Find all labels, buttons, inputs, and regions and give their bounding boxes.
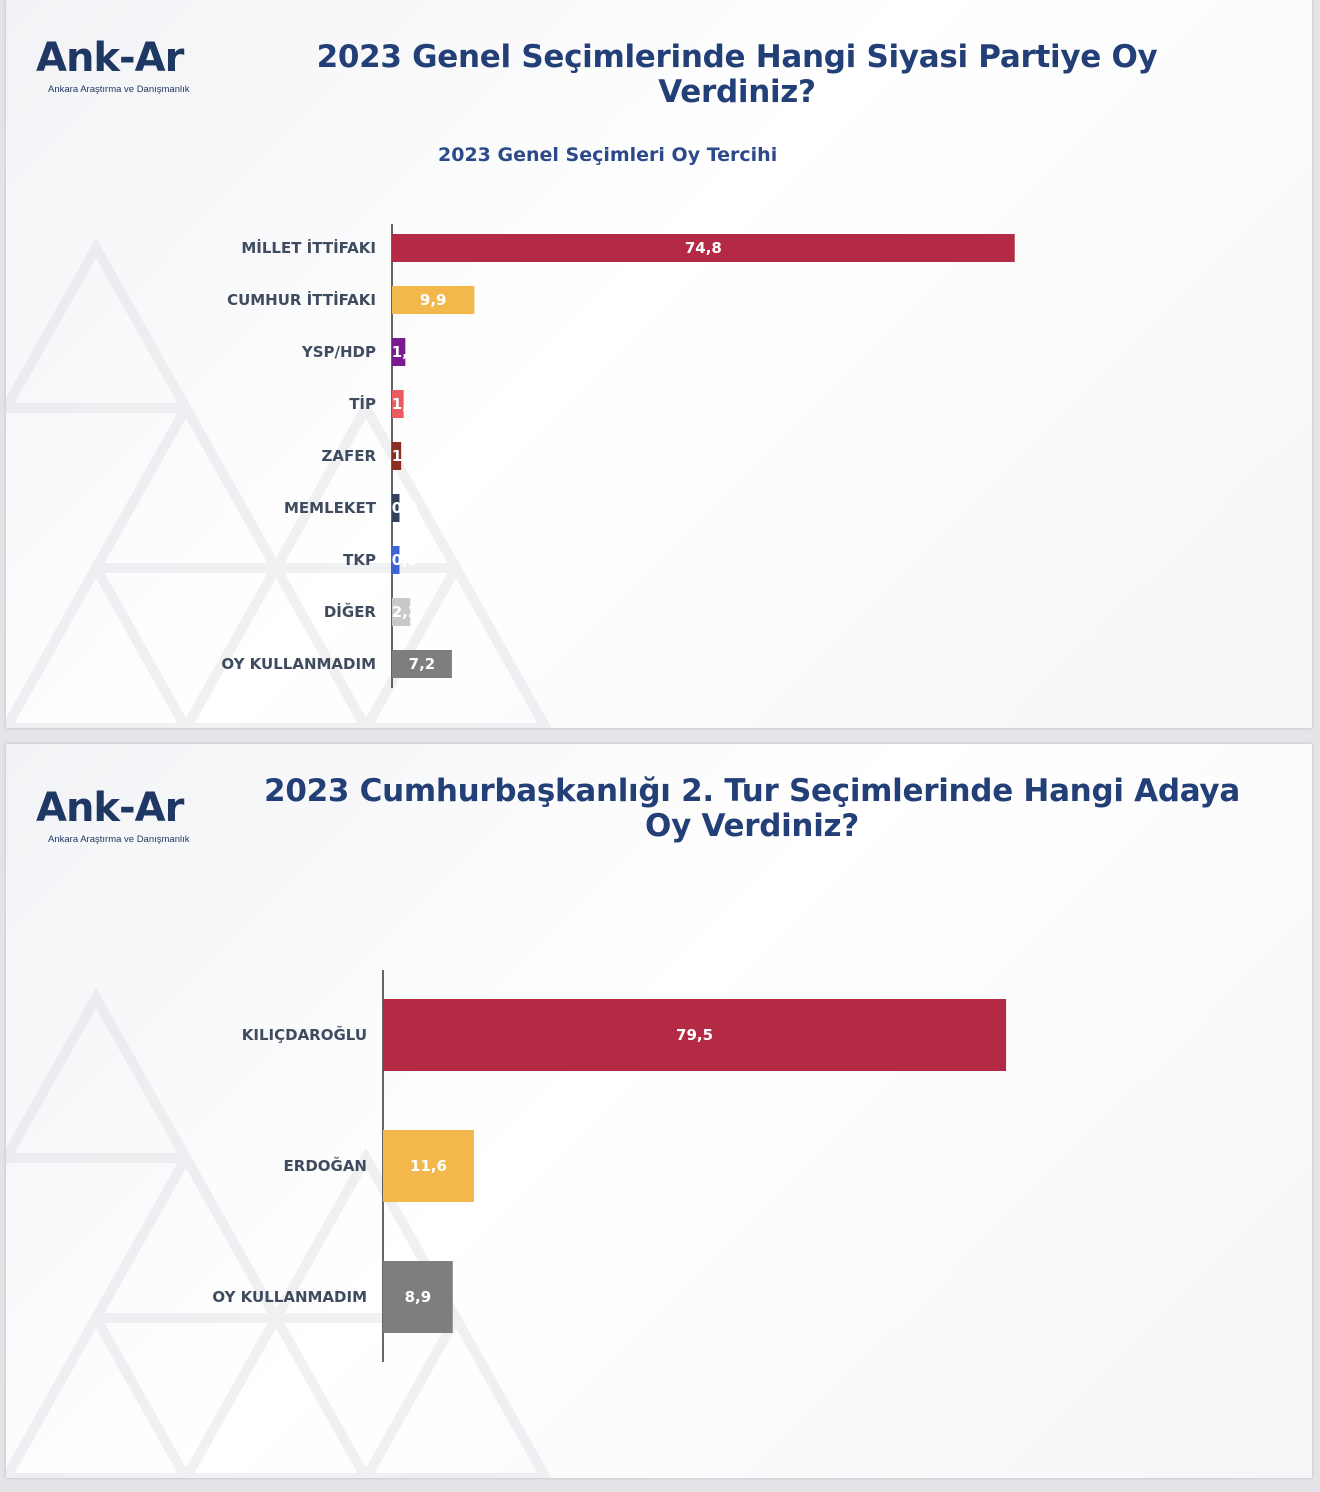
category-label: TİP [349,394,376,413]
category-label: MEMLEKET [284,499,377,517]
bar-ti-p [392,390,404,418]
value-label: 1,1 [392,447,419,465]
logo-name: Ank-Ar [36,35,184,81]
value-label: 74,8 [685,239,722,257]
category-label: CUMHUR İTTİFAKI [227,290,376,309]
bar-zafer [392,442,402,470]
value-label: 1,6 [392,343,419,361]
value-label: 2,2 [392,603,419,621]
bar-ysp-hdp [392,338,406,366]
value-label: 1,4 [392,395,419,413]
category-label: ERDOĞAN [284,1156,367,1175]
value-label: 0,9 [392,551,419,569]
ankar-logo: Ank-Ar Ankara Araştırma ve Danışmanlık [36,34,236,114]
category-label: OY KULLANMADIM [221,655,376,673]
slide-party-vote: Ank-Ar Ankara Araştırma ve Danışmanlık 2… [6,0,1312,728]
bar-mi-llet-i-tti-faki [392,234,1015,262]
bar-kili-daro-lu [383,999,1007,1071]
logo-wordmark: Ank-Ar [36,784,184,832]
slide-2-title: 2023 Cumhurbaşkanlığı 2. Tur Seçimlerind… [264,773,1240,844]
category-label: MİLLET İTTİFAKI [241,238,376,257]
category-label: OY KULLANMADIM [212,1288,367,1306]
category-label: TKP [343,551,376,569]
value-label: 11,6 [410,1157,447,1175]
category-label: DİĞER [324,602,377,621]
bar-oy-kullanmadim [392,650,452,678]
slide-1-title: 2023 Genel Seçimlerinde Hangi Siyasi Par… [316,39,1158,110]
value-label: 9,9 [420,291,447,309]
logo-name: Ank-Ar [36,785,184,831]
logo-wordmark: Ank-Ar [36,34,184,82]
ankar-logo: Ank-Ar Ankara Araştırma ve Danışmanlık [36,784,236,864]
bar-tkp [392,546,400,574]
bar-oy-kullanmadim [383,1261,453,1333]
bar-memleket [392,494,400,522]
bar-erdo-an [383,1130,474,1202]
logo-tagline: Ankara Araştırma ve Danışmanlık [48,834,190,845]
slide-runoff-vote: Ank-Ar Ankara Araştırma ve Danışmanlık 2… [6,744,1312,1478]
chart-1-subtitle: 2023 Genel Seçimleri Oy Tercihi [438,144,778,166]
bar-di-er [392,598,411,626]
value-label: 0,9 [392,499,419,517]
category-label: KILIÇDAROĞLU [242,1025,367,1044]
logo-tagline: Ankara Araştırma ve Danışmanlık [48,84,190,95]
value-label: 8,9 [405,1288,432,1306]
category-label: YSP/HDP [301,343,376,361]
bar-cumhur-i-tti-faki [392,286,475,314]
category-label: ZAFER [321,447,376,465]
chart-party-vote: MİLLET İTTİFAKI 74,8 CUMHUR İTTİFAKI 9,9 YSP… [221,224,1015,688]
chart-runoff-vote: KILIÇDAROĞLU 79,5 ERDOĞAN 11,6 OY KULLANMADI… [212,970,1007,1362]
value-label: 79,5 [676,1026,713,1044]
value-label: 7,2 [409,655,436,673]
